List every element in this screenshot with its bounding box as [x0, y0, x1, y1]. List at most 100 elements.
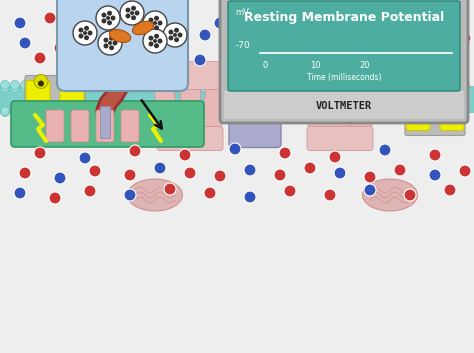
Circle shape [30, 107, 39, 115]
Circle shape [446, 80, 452, 86]
Circle shape [264, 11, 276, 23]
Circle shape [461, 83, 470, 92]
Text: 0: 0 [263, 61, 268, 70]
Circle shape [310, 107, 319, 115]
Circle shape [314, 17, 326, 29]
Circle shape [44, 12, 56, 24]
Circle shape [109, 36, 114, 41]
Circle shape [161, 83, 170, 92]
Circle shape [461, 108, 470, 116]
Circle shape [168, 30, 173, 35]
Circle shape [103, 43, 109, 48]
Circle shape [334, 167, 346, 179]
Circle shape [320, 80, 329, 90]
Circle shape [418, 80, 424, 86]
Circle shape [340, 107, 349, 115]
Circle shape [171, 107, 180, 115]
Circle shape [461, 80, 470, 90]
Circle shape [229, 143, 241, 155]
Circle shape [129, 145, 141, 157]
Bar [0, 89, 474, 113]
Circle shape [88, 30, 92, 36]
Circle shape [148, 18, 154, 23]
FancyBboxPatch shape [220, 0, 468, 123]
Circle shape [379, 144, 391, 156]
Circle shape [340, 80, 349, 90]
Circle shape [110, 16, 116, 20]
Circle shape [271, 108, 280, 116]
Circle shape [440, 83, 449, 92]
Circle shape [177, 32, 182, 37]
Circle shape [181, 107, 190, 115]
Circle shape [330, 80, 339, 90]
Circle shape [148, 41, 154, 47]
Circle shape [124, 169, 136, 181]
Circle shape [250, 108, 259, 116]
Circle shape [304, 162, 316, 174]
Circle shape [54, 42, 66, 54]
Circle shape [430, 107, 439, 115]
Circle shape [459, 165, 471, 177]
FancyBboxPatch shape [307, 126, 373, 150]
Circle shape [154, 34, 159, 39]
Circle shape [91, 83, 100, 92]
Circle shape [20, 107, 29, 115]
Circle shape [73, 21, 97, 45]
Circle shape [361, 80, 370, 90]
Circle shape [381, 107, 390, 115]
Circle shape [130, 83, 139, 92]
Circle shape [163, 23, 187, 47]
Circle shape [391, 107, 400, 115]
Circle shape [61, 80, 70, 90]
Circle shape [330, 108, 339, 116]
Circle shape [371, 108, 380, 116]
Circle shape [340, 83, 349, 92]
Circle shape [34, 52, 46, 64]
Circle shape [261, 108, 270, 116]
Circle shape [429, 149, 441, 161]
Circle shape [101, 18, 107, 23]
Circle shape [430, 108, 439, 116]
Circle shape [140, 108, 149, 116]
Circle shape [30, 80, 39, 90]
Circle shape [381, 108, 390, 116]
Circle shape [151, 107, 159, 115]
Circle shape [410, 83, 419, 92]
Circle shape [329, 37, 341, 49]
Circle shape [404, 189, 416, 201]
Circle shape [173, 33, 177, 37]
Circle shape [154, 25, 159, 30]
Circle shape [440, 107, 449, 115]
Circle shape [0, 107, 9, 115]
Text: VOLTMETER: VOLTMETER [316, 101, 372, 111]
Circle shape [108, 41, 112, 45]
Circle shape [199, 29, 211, 41]
Circle shape [324, 189, 336, 201]
Circle shape [214, 170, 226, 182]
Circle shape [153, 21, 157, 25]
Circle shape [294, 53, 306, 65]
Circle shape [261, 107, 270, 115]
Circle shape [444, 55, 456, 67]
Circle shape [430, 80, 439, 90]
Circle shape [101, 13, 107, 18]
Circle shape [140, 80, 149, 90]
Circle shape [191, 107, 200, 115]
Text: Time (milliseconds): Time (milliseconds) [307, 73, 381, 82]
FancyBboxPatch shape [406, 80, 430, 131]
Circle shape [279, 147, 291, 159]
Circle shape [34, 74, 48, 89]
Circle shape [131, 15, 136, 20]
Circle shape [61, 108, 70, 116]
Circle shape [394, 52, 406, 64]
Circle shape [0, 108, 9, 116]
Circle shape [184, 167, 196, 179]
Circle shape [40, 108, 49, 116]
Circle shape [151, 108, 159, 116]
Polygon shape [251, 93, 259, 105]
Circle shape [110, 83, 119, 92]
Circle shape [261, 83, 270, 92]
Circle shape [51, 83, 60, 92]
Circle shape [154, 43, 159, 48]
Circle shape [120, 107, 129, 115]
